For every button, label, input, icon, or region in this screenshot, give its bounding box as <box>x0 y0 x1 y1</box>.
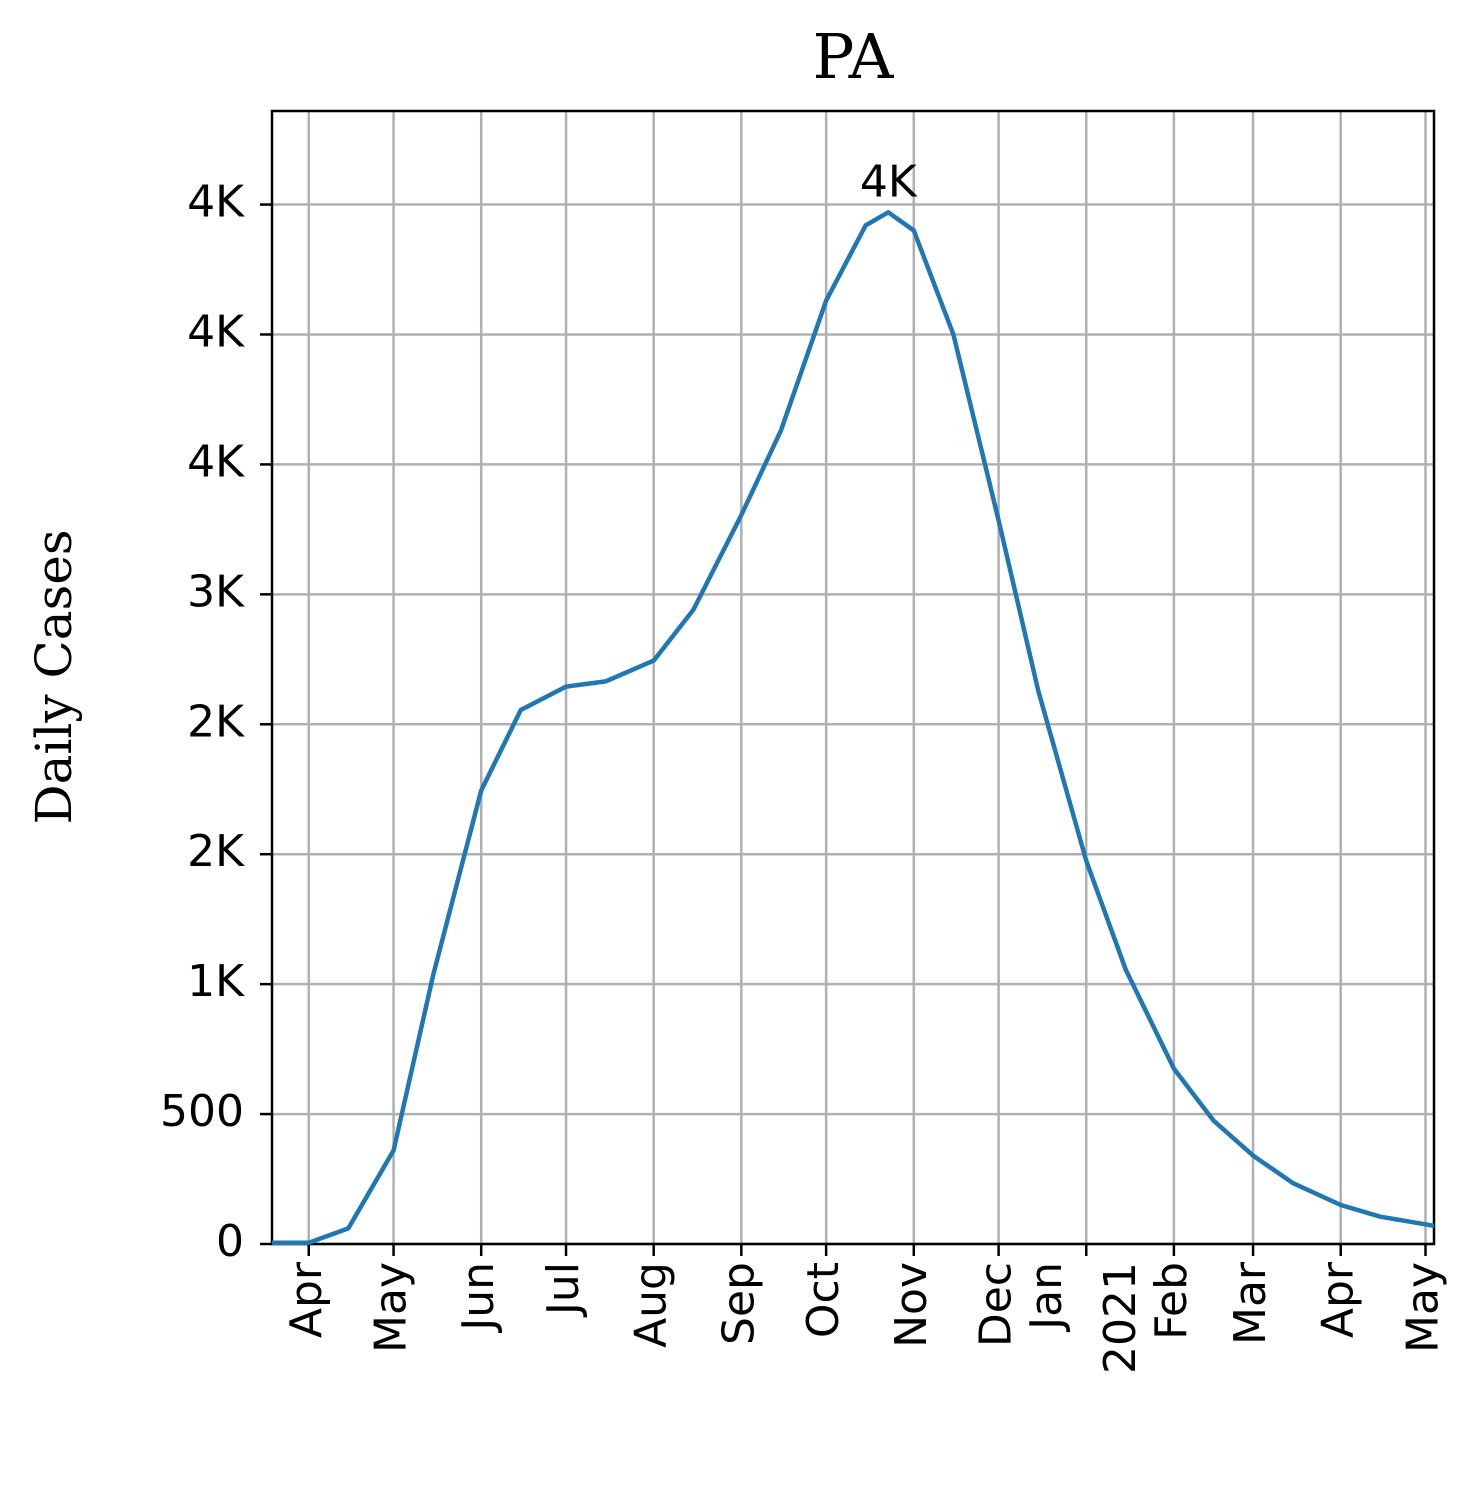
x-tick-label: Apr <box>1313 1261 1364 1338</box>
x-tick-label: Feb <box>1146 1262 1197 1340</box>
plot-frame <box>270 109 1436 1246</box>
x-tick-label: Nov <box>886 1262 937 1348</box>
line <box>272 210 1435 1245</box>
x-tick-label: Mar <box>1225 1261 1276 1345</box>
x-tick-label: Oct <box>798 1262 849 1338</box>
y-tick-label: 4K <box>187 436 245 487</box>
x-tick-label: Jun <box>453 1262 504 1334</box>
x-tick-label: Jul <box>538 1262 589 1318</box>
x-tick-label: Dec <box>971 1262 1022 1347</box>
x-tick-label: Aug <box>626 1262 677 1348</box>
y-tick-label: 4K <box>187 177 245 228</box>
x-tick-label: Jan <box>1021 1262 1072 1333</box>
x-tick-label: May <box>1398 1262 1449 1353</box>
x-tick-label: Sep <box>713 1262 764 1345</box>
y-axis-label: Daily Cases <box>25 530 83 825</box>
y-tick-label: 2K <box>187 826 245 877</box>
x-tick-label: 2021 <box>1095 1262 1146 1374</box>
chart-title: PA <box>813 20 895 93</box>
annotation: 4K <box>860 156 918 207</box>
y-tick-label: 4K <box>187 306 245 357</box>
y-tick-label: 0 <box>216 1216 244 1267</box>
x-tick-label: May <box>366 1262 417 1353</box>
y-tick-label: 500 <box>160 1086 244 1137</box>
y-tick-label: 1K <box>187 956 245 1007</box>
x-tick-label: Apr <box>281 1261 332 1338</box>
y-tick-label: 2K <box>187 696 245 747</box>
y-tick-label: 3K <box>187 566 245 617</box>
